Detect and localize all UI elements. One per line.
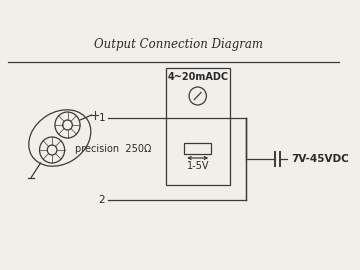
Text: precision  250Ω: precision 250Ω xyxy=(75,143,152,154)
Text: 4~20mADC: 4~20mADC xyxy=(167,72,228,82)
Text: 1: 1 xyxy=(99,113,105,123)
Text: 7V-45VDC: 7V-45VDC xyxy=(291,154,349,164)
Text: 2: 2 xyxy=(99,195,105,205)
Bar xyxy=(166,68,230,185)
Text: 1-5V: 1-5V xyxy=(186,161,209,171)
Bar xyxy=(184,143,211,154)
Text: Output Connection Diagram: Output Connection Diagram xyxy=(94,38,263,51)
